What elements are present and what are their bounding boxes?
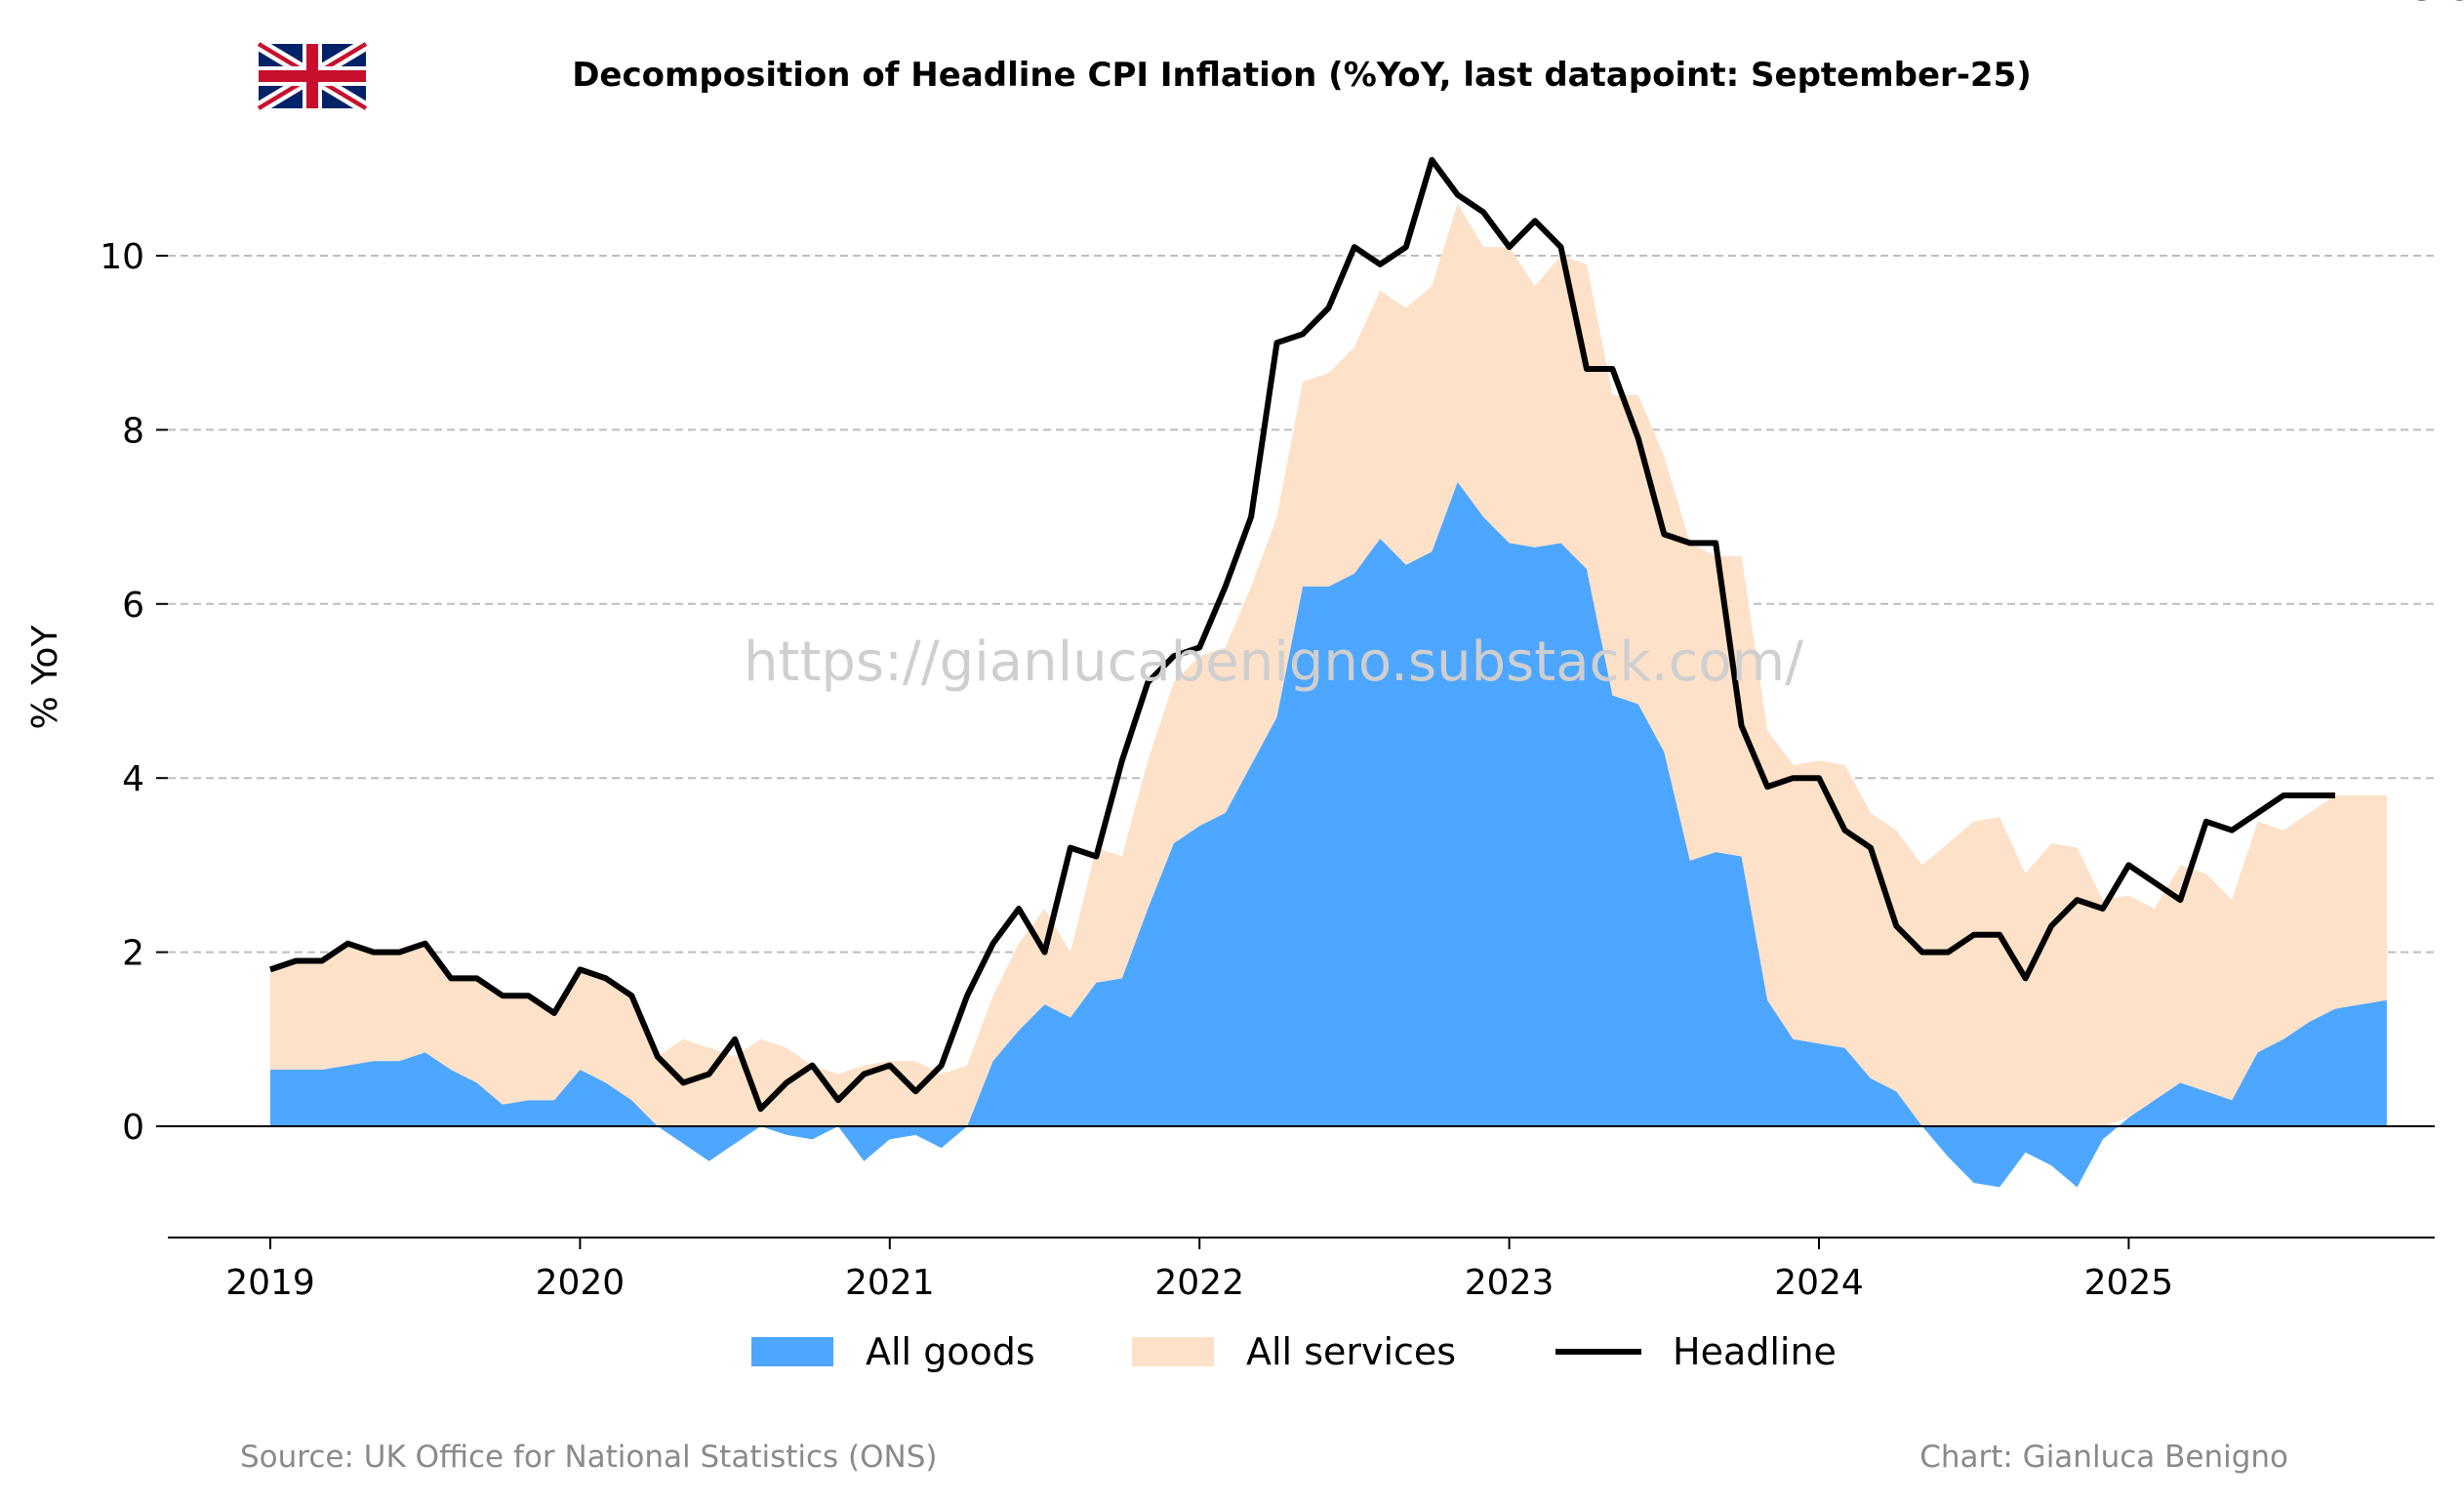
x-tick-label: 2024 <box>1774 1263 1864 1303</box>
y-tick-label: 0 <box>122 1108 144 1148</box>
watermark-text: https://gianlucabenigno.substack.com/ <box>744 630 1803 694</box>
chart-credit: Chart: Gianluca Benigno <box>1919 1440 2288 1475</box>
last-value-label: 3.8 <box>2412 0 2464 9</box>
legend-swatch-goods <box>751 1337 833 1366</box>
legend-label-headline: Headline <box>1673 1330 1837 1373</box>
y-tick-label: 4 <box>122 759 144 799</box>
legend-label-services: All services <box>1246 1330 1456 1373</box>
legend: All goods All services Headline <box>751 1330 1837 1373</box>
x-axis: 2019 2020 2021 2022 2023 2024 2025 <box>225 1238 2173 1303</box>
y-tick-label: 10 <box>100 237 144 277</box>
x-tick-label: 2025 <box>2084 1263 2174 1303</box>
y-tick-label: 8 <box>122 411 144 451</box>
x-tick-label: 2022 <box>1154 1263 1244 1303</box>
x-tick-label: 2021 <box>845 1263 935 1303</box>
headline-line <box>269 156 2335 1113</box>
chart-title: Decomposition of Headline CPI Inflation … <box>572 56 2032 95</box>
y-tick-label: 2 <box>122 934 144 974</box>
goods-area <box>270 481 2387 1188</box>
y-tick-label: 6 <box>122 586 144 626</box>
services-area <box>270 203 2387 1126</box>
y-axis: 0 2 4 6 8 10 <box>100 237 168 1148</box>
uk-flag-icon <box>255 38 370 114</box>
source-note: Source: UK Office for National Statistic… <box>240 1440 938 1475</box>
legend-swatch-services <box>1132 1337 1214 1366</box>
x-tick-label: 2020 <box>536 1263 626 1303</box>
x-tick-label: 2023 <box>1465 1263 1555 1303</box>
x-tick-label: 2019 <box>225 1263 315 1303</box>
y-axis-label: % YoY <box>25 625 65 730</box>
legend-label-goods: All goods <box>866 1330 1035 1373</box>
